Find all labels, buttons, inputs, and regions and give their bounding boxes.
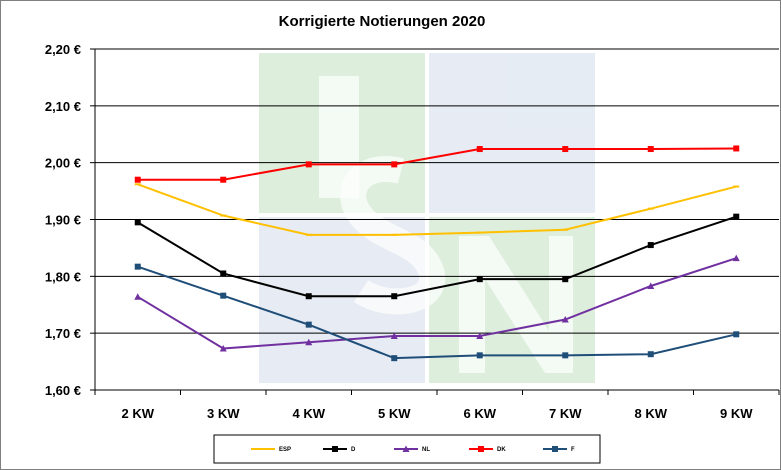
x-tick-label: 7 KW: [549, 406, 582, 421]
data-point-nl: [219, 345, 227, 352]
watermark-block-top-right: [429, 53, 595, 213]
data-point-f: [733, 331, 740, 338]
data-point-f: [647, 351, 654, 358]
x-tick-label: 5 KW: [378, 406, 411, 421]
series-line-d: [137, 215, 737, 298]
data-point-nl: [134, 293, 142, 300]
series-lines: [134, 145, 740, 362]
data-point-f: [476, 352, 483, 359]
data-point-nl: [476, 332, 484, 340]
data-point-dk: [562, 146, 569, 153]
x-tick-label: 3 KW: [207, 406, 240, 421]
data-point-d: [647, 242, 654, 249]
data-point-f: [220, 292, 227, 299]
series-dk: [134, 145, 740, 183]
y-tick-label: 1,60 €: [45, 383, 81, 398]
data-point-f: [134, 263, 141, 270]
data-point-esp: [647, 207, 654, 210]
data-point-d: [305, 293, 312, 300]
legend-marker-dk: [478, 446, 484, 452]
legend-item-esp: ESP: [251, 447, 291, 453]
legend-marker-esp: [260, 448, 266, 450]
data-point-dk: [220, 176, 227, 183]
data-point-dk: [134, 176, 141, 183]
gridlines: [95, 48, 779, 334]
data-point-f: [562, 352, 569, 359]
x-tick-label: 6 KW: [464, 406, 497, 421]
legend-item-dk: DK: [469, 446, 506, 453]
x-tick-label: 9 KW: [720, 406, 753, 421]
series-nl: [134, 254, 740, 352]
legend-label-dk: DK: [497, 447, 506, 453]
data-point-nl: [732, 254, 740, 262]
x-axis-tick-labels: 2 KW 3 KW 4 KW 5 KW 6 KW 7 KW 8 KW 9 KW: [122, 406, 754, 421]
data-point-f: [391, 355, 398, 362]
legend-label-d: D: [351, 447, 356, 453]
x-tick-label: 2 KW: [122, 406, 155, 421]
isn-watermark-logo: [259, 53, 595, 383]
data-point-d: [476, 276, 483, 283]
watermark-letter-n: [459, 236, 573, 373]
series-esp: [134, 183, 740, 236]
legend-marker-nl: [402, 445, 410, 452]
y-tick-label: 2,00 €: [45, 156, 81, 171]
watermark-letter-s: [340, 156, 446, 315]
data-point-nl: [305, 338, 313, 346]
data-point-dk: [476, 146, 483, 153]
legend: ESP D NL DK F: [213, 434, 601, 464]
data-point-esp: [134, 183, 141, 186]
data-point-esp: [305, 233, 312, 236]
series-line-esp: [137, 183, 737, 236]
series-line-f: [137, 265, 737, 360]
legend-item-f: F: [543, 446, 575, 453]
watermark-block-bottom-left: [259, 217, 425, 383]
data-point-f: [305, 321, 312, 328]
watermark-letter-i: [319, 76, 359, 198]
series-line-nl: [137, 257, 737, 350]
x-tick-label: 8 KW: [635, 406, 668, 421]
y-tick-label: 2,20 €: [45, 42, 81, 57]
legend-item-nl: NL: [394, 445, 430, 453]
y-axis-tick-labels: 1,60 € 1,70 € 1,80 € 1,90 € 2,00 € 2,10 € 2,20…: [45, 42, 81, 398]
series-f: [134, 263, 740, 362]
chart-title: Korrigierte Notierungen 2020: [279, 13, 486, 30]
legend-marker-d: [332, 446, 338, 452]
data-point-dk: [647, 146, 654, 153]
data-point-d: [562, 276, 569, 283]
data-point-nl: [561, 316, 569, 323]
data-point-d: [134, 219, 141, 226]
series-d: [134, 213, 740, 300]
legend-label-esp: ESP: [279, 447, 291, 453]
legend-item-d: D: [323, 446, 356, 453]
data-point-dk: [391, 161, 398, 168]
series-line-dk: [137, 147, 737, 181]
y-tick-label: 1,90 €: [45, 213, 81, 228]
y-tick-label: 1,70 €: [45, 326, 81, 341]
data-point-esp: [562, 228, 569, 231]
data-point-esp: [391, 233, 398, 236]
legend-label-f: F: [571, 447, 575, 453]
y-tick-label: 2,10 €: [45, 99, 81, 114]
data-point-d: [391, 293, 398, 300]
axes: [90, 48, 780, 395]
data-point-d: [220, 270, 227, 277]
data-point-dk: [733, 145, 740, 152]
x-tick-label: 4 KW: [293, 406, 326, 421]
data-point-esp: [733, 185, 740, 188]
data-point-dk: [305, 161, 312, 168]
legend-label-nl: NL: [422, 447, 430, 453]
legend-marker-f: [552, 446, 558, 452]
data-point-esp: [476, 231, 483, 234]
data-point-nl: [390, 332, 398, 340]
y-tick-label: 1,80 €: [45, 269, 81, 284]
watermark-block-top-left: [259, 53, 425, 213]
data-point-esp: [220, 214, 227, 217]
data-point-d: [733, 213, 740, 220]
data-point-nl: [647, 282, 655, 289]
